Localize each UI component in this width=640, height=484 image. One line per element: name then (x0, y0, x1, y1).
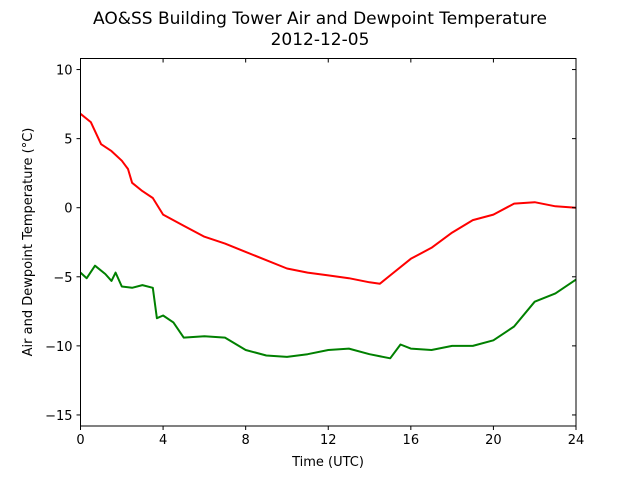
y-tick-label: −5 (53, 271, 72, 286)
x-tick-label: 12 (320, 433, 337, 448)
x-tick-label: 0 (76, 433, 84, 448)
chart-subtitle: 2012-12-05 (271, 30, 370, 50)
y-tick-label: −15 (45, 409, 72, 424)
plot-frame (80, 58, 577, 427)
y-axis-label: Air and Dewpoint Temperature (°C) (21, 128, 36, 357)
y-tick-label: 10 (56, 64, 73, 79)
x-tick-label: 24 (568, 433, 585, 448)
ticks-layer: 0 4 8 12 16 20 24 −15 −10 −5 0 5 10 (45, 58, 585, 448)
x-tick-label: 20 (485, 433, 502, 448)
x-tick-label: 16 (403, 433, 420, 448)
y-tick-label: 5 (64, 133, 72, 148)
y-tick-label: −10 (45, 340, 72, 355)
x-axis-label: Time (UTC) (291, 455, 364, 470)
y-tick-label: 0 (64, 202, 72, 217)
x-tick-label: 8 (242, 433, 250, 448)
x-tick-label: 4 (159, 433, 167, 448)
series-layer (79, 113, 577, 360)
series-line-air-temperature (79, 113, 577, 285)
chart-title: AO&SS Building Tower Air and Dewpoint Te… (93, 9, 547, 29)
series-line-dewpoint-temperature (79, 264, 577, 360)
